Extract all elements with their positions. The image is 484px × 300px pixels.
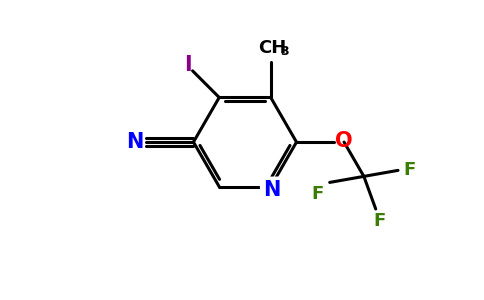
Text: CH: CH bbox=[258, 39, 287, 57]
Text: N: N bbox=[126, 132, 144, 152]
Text: 3: 3 bbox=[280, 45, 289, 58]
Text: F: F bbox=[312, 185, 324, 203]
Text: O: O bbox=[335, 131, 353, 151]
Text: N: N bbox=[263, 180, 280, 200]
Text: F: F bbox=[404, 161, 416, 179]
Text: F: F bbox=[374, 212, 386, 230]
Text: I: I bbox=[184, 55, 192, 75]
